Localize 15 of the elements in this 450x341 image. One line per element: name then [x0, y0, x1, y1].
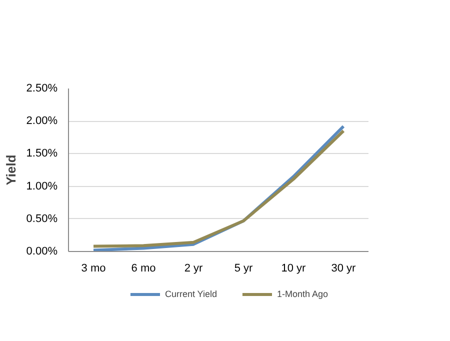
x-tick-label: 5 yr — [234, 262, 254, 274]
y-tick-label: 0.00% — [26, 246, 58, 258]
legend-label: 1-Month Ago — [276, 289, 328, 299]
x-tick-label: 10 yr — [281, 262, 306, 274]
x-tick-label: 2 yr — [184, 262, 204, 274]
y-tick-label: 2.00% — [26, 115, 58, 128]
y-axis-title: Yield — [3, 154, 18, 186]
x-tick-label: 30 yr — [331, 262, 356, 274]
y-tick-label: 2.50% — [26, 82, 58, 94]
x-tick-label: 3 mo — [81, 262, 106, 274]
y-tick-label: 0.50% — [26, 212, 58, 225]
y-tick-label: 1.50% — [26, 148, 58, 160]
y-tick-label: 1.00% — [26, 180, 58, 192]
x-tick-label: 6 mo — [131, 262, 156, 274]
legend-label: Current Yield — [164, 289, 217, 299]
